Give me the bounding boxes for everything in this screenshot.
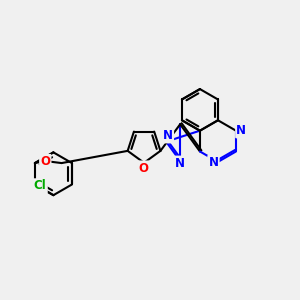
Text: O: O xyxy=(139,162,149,175)
Text: N: N xyxy=(163,129,173,142)
Text: Cl: Cl xyxy=(34,179,46,193)
Text: O: O xyxy=(40,155,50,168)
Text: N: N xyxy=(236,124,246,137)
Text: N: N xyxy=(175,157,185,170)
Text: N: N xyxy=(208,156,218,169)
